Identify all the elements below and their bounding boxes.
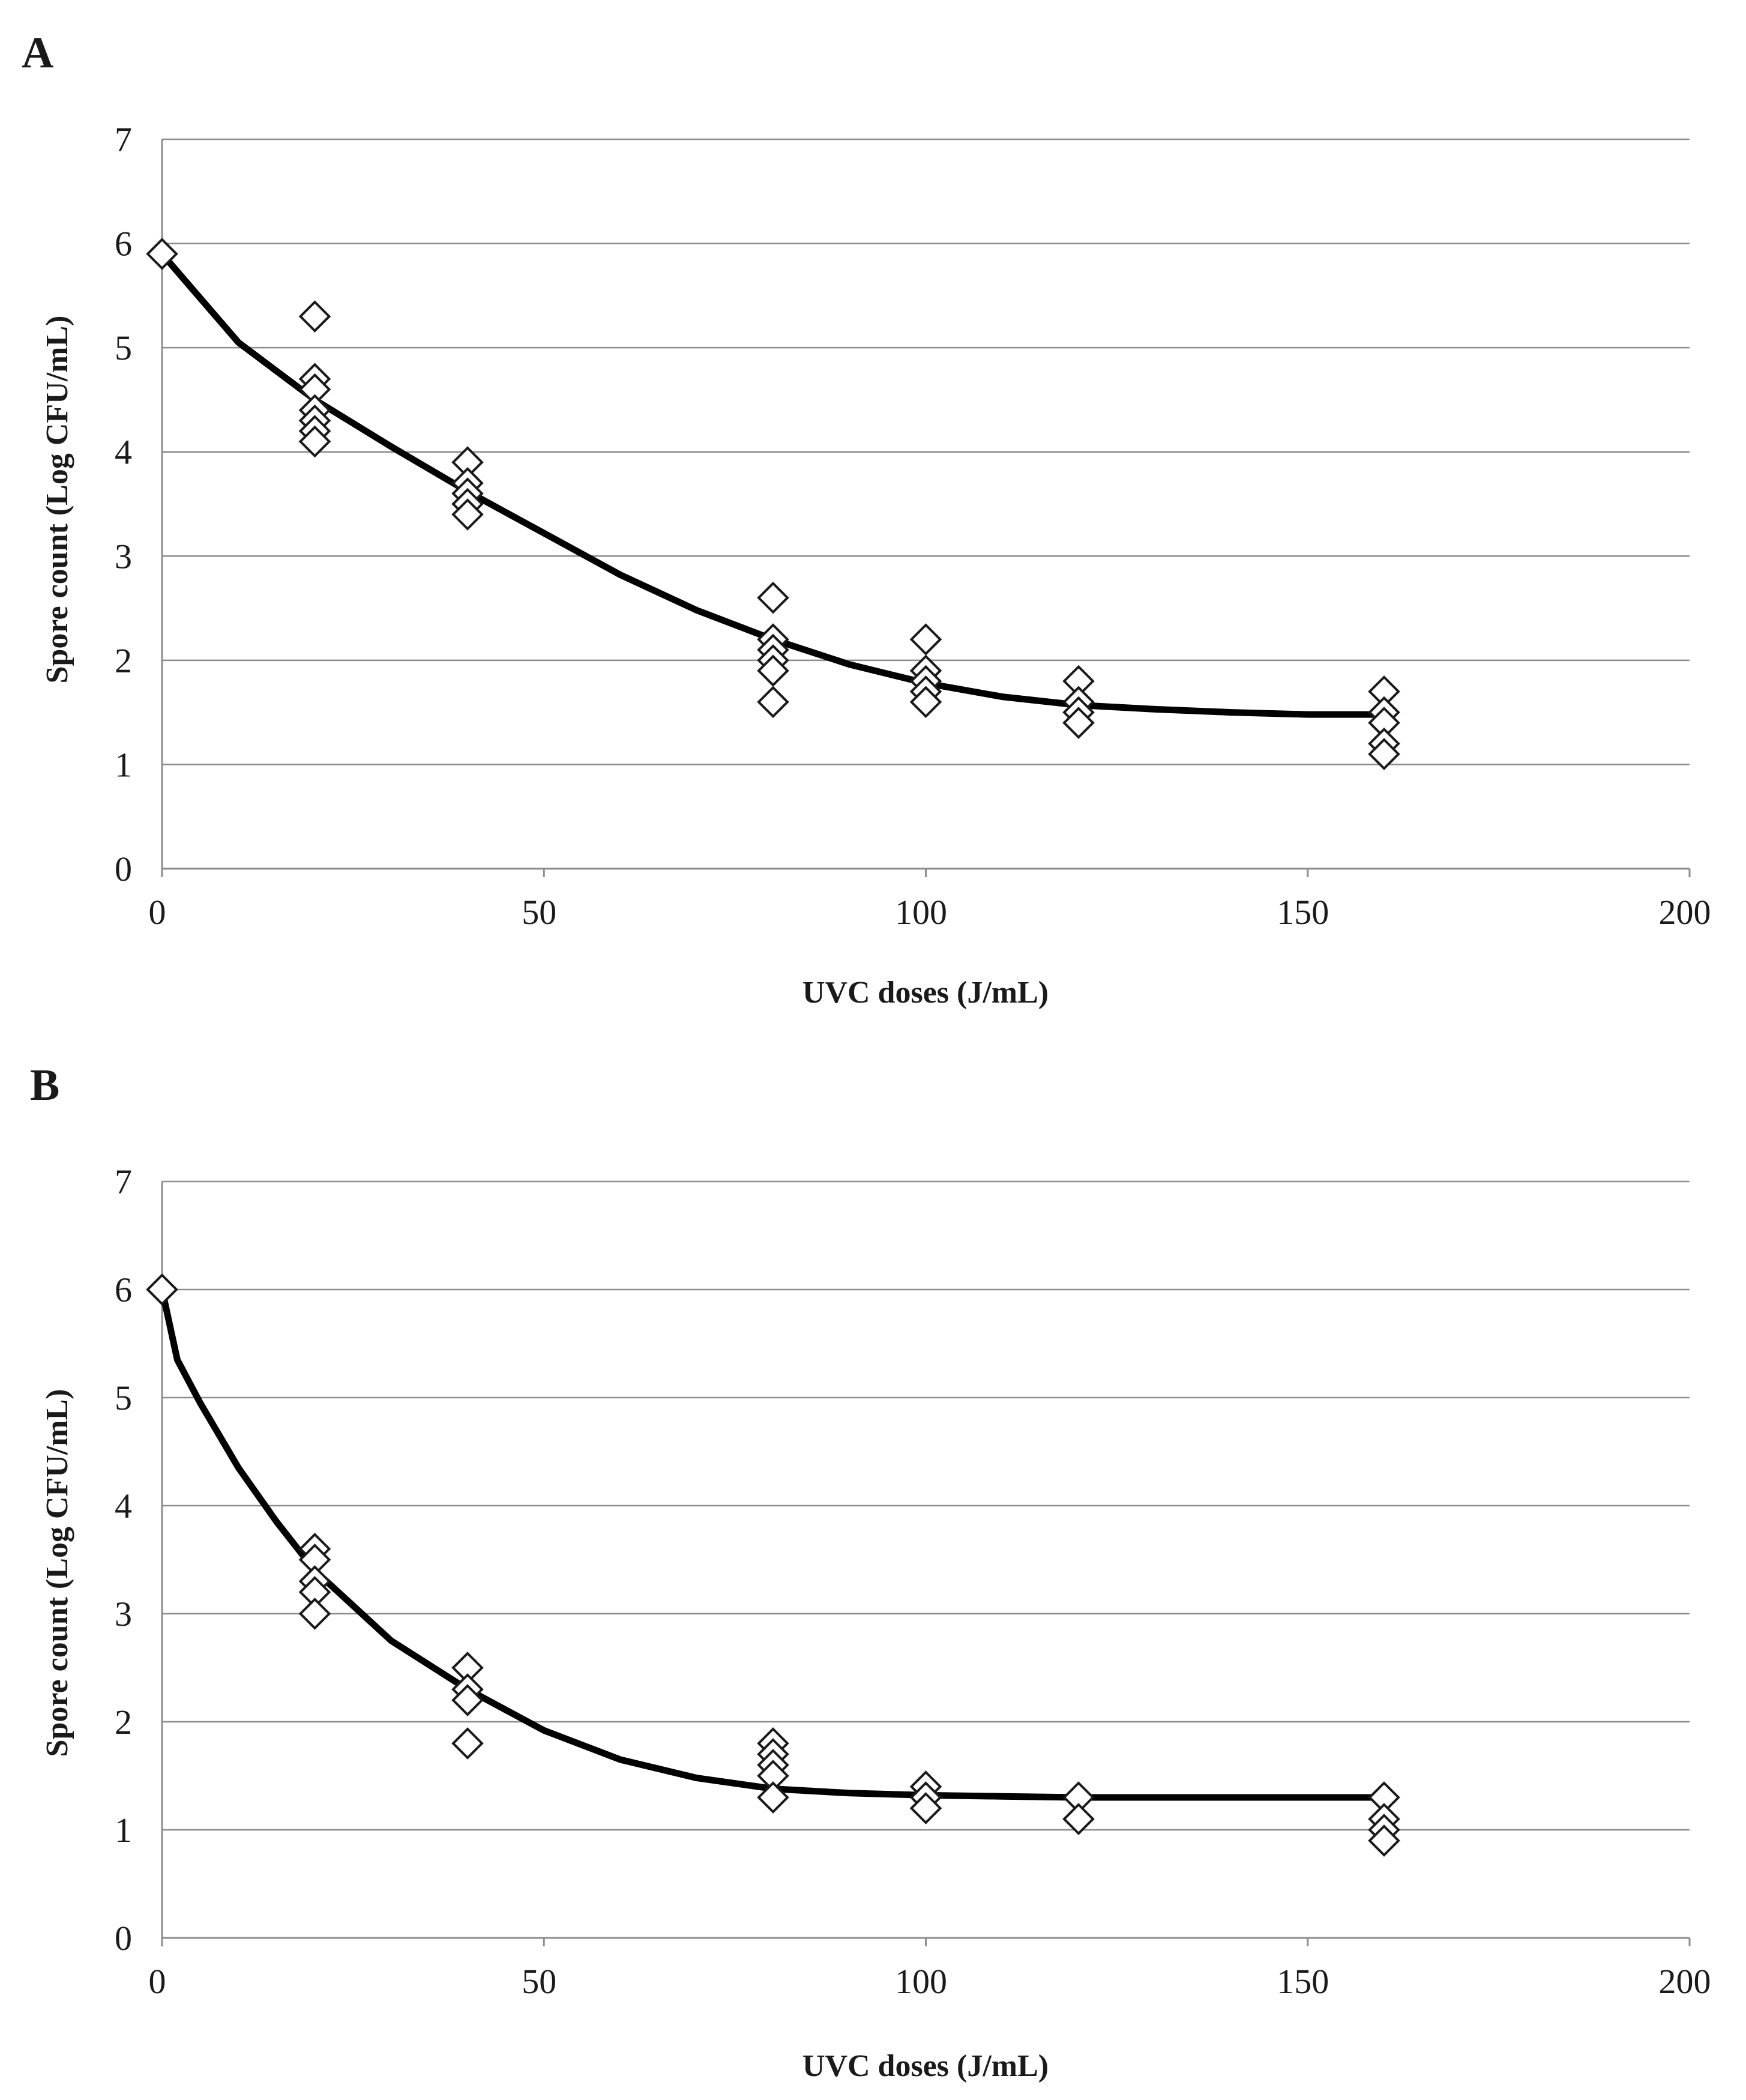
y-tick-label: 0 — [115, 1919, 132, 1958]
data-point — [757, 581, 789, 614]
data-points — [146, 1273, 1400, 1857]
x-tick-label: 0 — [149, 893, 166, 932]
y-tick-label: 4 — [115, 433, 132, 472]
y-tick-label: 1 — [115, 1811, 132, 1850]
x-tick-labels: 0 50 100 150 200 — [149, 893, 1711, 932]
panel-b: B 0 1 2 3 4 5 6 7 0 50 100 150 200 UVC doses (J/mL)… — [30, 1061, 1711, 2083]
data-point — [451, 498, 484, 531]
x-tick-label: 100 — [895, 893, 947, 932]
y-axis-title: Spore count (Log CFU/mL) — [40, 1389, 74, 1757]
x-tick-label: 200 — [1659, 1962, 1711, 2001]
y-tick-label: 2 — [115, 1703, 132, 1742]
x-tick-label: 50 — [522, 893, 556, 932]
x-tick-label: 150 — [1277, 893, 1329, 932]
x-tick-labels: 0 50 100 150 200 — [149, 1962, 1711, 2001]
data-point — [298, 425, 331, 458]
fit-curve-layer — [158, 1286, 1388, 1801]
fit-curve — [158, 1286, 1388, 1801]
data-point — [298, 1598, 331, 1630]
y-tick-labels: 0 1 2 3 4 5 6 7 — [115, 1162, 132, 1958]
data-points — [146, 238, 1400, 770]
x-tick-label: 100 — [895, 1962, 947, 2001]
data-point — [146, 238, 178, 270]
data-point — [1368, 738, 1400, 770]
y-tick-label: 5 — [115, 328, 132, 367]
x-tick-label: 0 — [149, 1962, 166, 2001]
y-tick-label: 6 — [115, 1270, 132, 1309]
y-axis-title: Spore count (Log CFU/mL) — [40, 316, 74, 684]
panel-label: B — [30, 1061, 59, 1110]
data-point — [146, 1273, 178, 1306]
data-point — [757, 654, 789, 687]
data-point — [757, 686, 789, 719]
data-point — [909, 623, 942, 656]
data-point — [451, 1684, 484, 1716]
y-tick-label: 3 — [115, 1595, 132, 1634]
y-tick-label: 2 — [115, 641, 132, 680]
y-tick-label: 7 — [115, 1162, 132, 1201]
x-axis-title: UVC doses (J/mL) — [802, 976, 1049, 1010]
y-tick-label: 0 — [115, 849, 132, 889]
y-tick-label: 6 — [115, 225, 132, 264]
x-axis-title: UVC doses (J/mL) — [802, 2049, 1049, 2083]
gridlines — [162, 1180, 1690, 1831]
data-point — [298, 300, 331, 333]
data-point — [1062, 1803, 1095, 1835]
y-tick-label: 5 — [115, 1378, 132, 1417]
y-tick-label: 1 — [115, 745, 132, 784]
x-tick-label: 200 — [1659, 893, 1711, 932]
data-point — [451, 1727, 484, 1760]
data-point — [1062, 707, 1095, 739]
data-point — [909, 1792, 942, 1824]
y-tick-label: 3 — [115, 537, 132, 576]
data-point — [757, 1781, 789, 1814]
axes — [161, 1181, 1691, 1946]
y-tick-labels: 0 1 2 3 4 5 6 7 — [115, 120, 132, 889]
panel-label: A — [22, 28, 53, 77]
y-tick-label: 4 — [115, 1486, 132, 1525]
data-point — [1368, 1824, 1400, 1857]
panel-a: A 0 1 2 3 4 5 6 7 0 50 100 150 200 UVC doses (J/mL)… — [22, 28, 1711, 1010]
x-tick-label: 150 — [1277, 1962, 1329, 2001]
data-point — [909, 686, 942, 719]
y-tick-label: 7 — [115, 120, 132, 159]
x-tick-label: 50 — [522, 1962, 556, 2001]
